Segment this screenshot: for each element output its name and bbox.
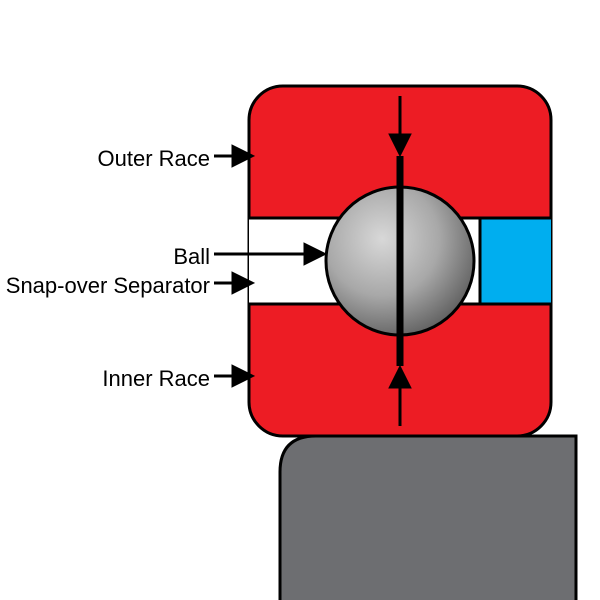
- bearing-cross-section-diagram: Outer Race Ball Snap-over Separator Inne…: [0, 0, 600, 600]
- label-inner-race: Inner Race: [102, 366, 210, 392]
- label-outer-race: Outer Race: [98, 146, 211, 172]
- diagram-svg: [0, 0, 600, 600]
- label-separator: Snap-over Separator: [6, 273, 210, 299]
- label-ball: Ball: [173, 244, 210, 270]
- housing-block: [280, 436, 576, 600]
- separator-band-blue: [480, 218, 551, 304]
